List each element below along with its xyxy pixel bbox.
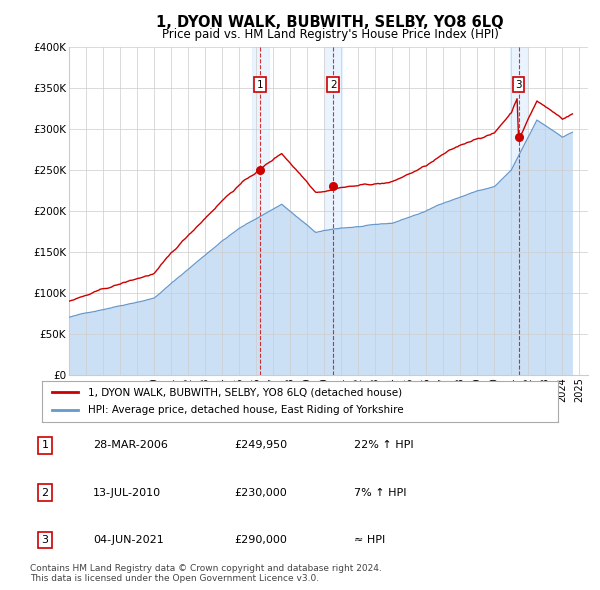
Bar bbox=[325, 47, 342, 375]
Text: 3: 3 bbox=[41, 535, 49, 545]
Text: 28-MAR-2006: 28-MAR-2006 bbox=[93, 441, 168, 450]
Text: Price paid vs. HM Land Registry's House Price Index (HPI): Price paid vs. HM Land Registry's House … bbox=[161, 28, 499, 41]
Text: 04-JUN-2021: 04-JUN-2021 bbox=[93, 535, 164, 545]
Text: ≈ HPI: ≈ HPI bbox=[354, 535, 385, 545]
Text: 7% ↑ HPI: 7% ↑ HPI bbox=[354, 488, 407, 497]
Text: 22% ↑ HPI: 22% ↑ HPI bbox=[354, 441, 413, 450]
Text: HPI: Average price, detached house, East Riding of Yorkshire: HPI: Average price, detached house, East… bbox=[88, 405, 404, 415]
Text: £290,000: £290,000 bbox=[234, 535, 287, 545]
Bar bbox=[252, 47, 269, 375]
Text: 13-JUL-2010: 13-JUL-2010 bbox=[93, 488, 161, 497]
Text: 1: 1 bbox=[257, 80, 263, 90]
Text: 1: 1 bbox=[41, 441, 49, 450]
Bar bbox=[510, 47, 527, 375]
Text: 1, DYON WALK, BUBWITH, SELBY, YO8 6LQ (detached house): 1, DYON WALK, BUBWITH, SELBY, YO8 6LQ (d… bbox=[88, 387, 403, 397]
Text: 2: 2 bbox=[41, 488, 49, 497]
Text: 3: 3 bbox=[515, 80, 522, 90]
Text: £230,000: £230,000 bbox=[234, 488, 287, 497]
Text: £249,950: £249,950 bbox=[234, 441, 287, 450]
Text: Contains HM Land Registry data © Crown copyright and database right 2024.
This d: Contains HM Land Registry data © Crown c… bbox=[30, 563, 382, 583]
Text: 2: 2 bbox=[330, 80, 337, 90]
Text: 1, DYON WALK, BUBWITH, SELBY, YO8 6LQ: 1, DYON WALK, BUBWITH, SELBY, YO8 6LQ bbox=[156, 15, 504, 30]
